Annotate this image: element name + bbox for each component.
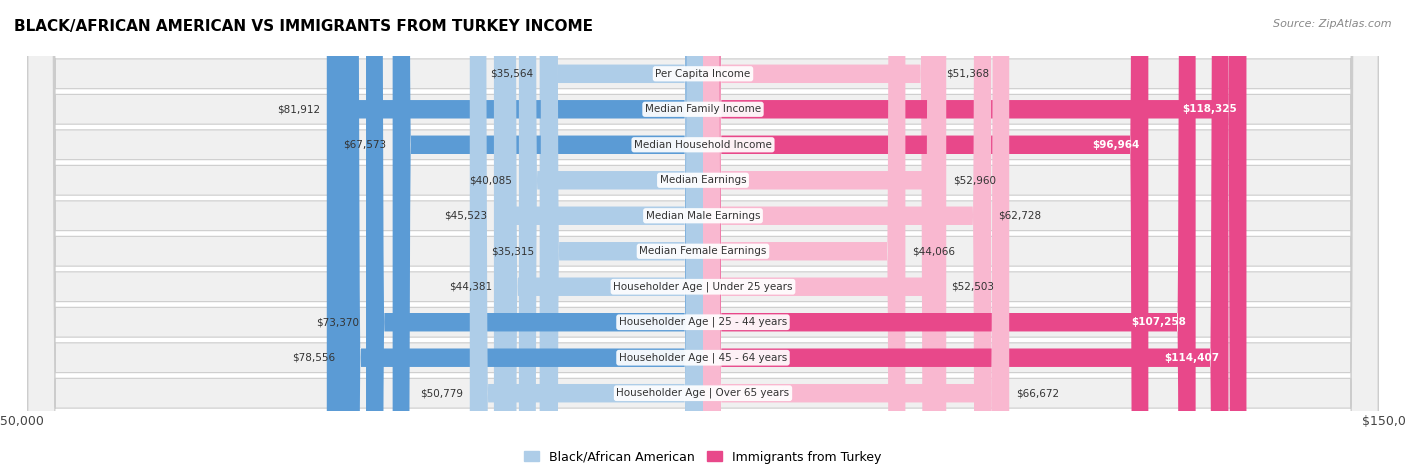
FancyBboxPatch shape [703,0,1149,467]
FancyBboxPatch shape [28,0,1378,467]
FancyBboxPatch shape [703,0,1229,467]
FancyBboxPatch shape [470,0,703,467]
FancyBboxPatch shape [342,0,703,467]
FancyBboxPatch shape [392,0,703,467]
FancyBboxPatch shape [703,0,946,467]
FancyBboxPatch shape [499,0,703,467]
FancyBboxPatch shape [703,0,991,467]
Text: $96,964: $96,964 [1092,140,1139,150]
FancyBboxPatch shape [519,0,703,467]
Text: Householder Age | 25 - 44 years: Householder Age | 25 - 44 years [619,317,787,327]
Text: $66,672: $66,672 [1017,388,1059,398]
Text: BLACK/AFRICAN AMERICAN VS IMMIGRANTS FROM TURKEY INCOME: BLACK/AFRICAN AMERICAN VS IMMIGRANTS FRO… [14,19,593,34]
Text: $114,407: $114,407 [1164,353,1219,363]
FancyBboxPatch shape [326,0,703,467]
Text: $44,066: $44,066 [912,246,955,256]
Text: $73,370: $73,370 [316,317,359,327]
Text: Median Household Income: Median Household Income [634,140,772,150]
Text: $107,258: $107,258 [1132,317,1187,327]
Text: Per Capita Income: Per Capita Income [655,69,751,79]
Text: Median Male Earnings: Median Male Earnings [645,211,761,221]
Text: $78,556: $78,556 [292,353,335,363]
Legend: Black/African American, Immigrants from Turkey: Black/African American, Immigrants from … [519,446,887,467]
Text: Median Female Earnings: Median Female Earnings [640,246,766,256]
Text: $45,523: $45,523 [444,211,486,221]
Text: $81,912: $81,912 [277,104,321,114]
Text: Householder Age | 45 - 64 years: Householder Age | 45 - 64 years [619,353,787,363]
FancyBboxPatch shape [366,0,703,467]
Text: $35,315: $35,315 [491,246,534,256]
Text: Householder Age | Over 65 years: Householder Age | Over 65 years [616,388,790,398]
Text: Source: ZipAtlas.com: Source: ZipAtlas.com [1274,19,1392,28]
FancyBboxPatch shape [28,0,1378,467]
FancyBboxPatch shape [28,0,1378,467]
FancyBboxPatch shape [494,0,703,467]
FancyBboxPatch shape [28,0,1378,467]
FancyBboxPatch shape [703,0,905,467]
FancyBboxPatch shape [28,0,1378,467]
Text: $44,381: $44,381 [449,282,492,292]
FancyBboxPatch shape [703,0,939,467]
FancyBboxPatch shape [703,0,1247,467]
Text: $52,960: $52,960 [953,175,995,185]
Text: $62,728: $62,728 [998,211,1040,221]
FancyBboxPatch shape [703,0,1010,467]
Text: $52,503: $52,503 [950,282,994,292]
FancyBboxPatch shape [28,0,1378,467]
FancyBboxPatch shape [28,0,1378,467]
FancyBboxPatch shape [703,0,945,467]
Text: $35,564: $35,564 [489,69,533,79]
FancyBboxPatch shape [541,0,703,467]
Text: $67,573: $67,573 [343,140,385,150]
Text: $40,085: $40,085 [470,175,512,185]
FancyBboxPatch shape [540,0,703,467]
FancyBboxPatch shape [703,0,1195,467]
FancyBboxPatch shape [28,0,1378,467]
Text: Householder Age | Under 25 years: Householder Age | Under 25 years [613,282,793,292]
Text: Median Earnings: Median Earnings [659,175,747,185]
Text: Median Family Income: Median Family Income [645,104,761,114]
Text: $50,779: $50,779 [420,388,463,398]
FancyBboxPatch shape [28,0,1378,467]
Text: $51,368: $51,368 [946,69,988,79]
FancyBboxPatch shape [28,0,1378,467]
Text: $118,325: $118,325 [1182,104,1237,114]
